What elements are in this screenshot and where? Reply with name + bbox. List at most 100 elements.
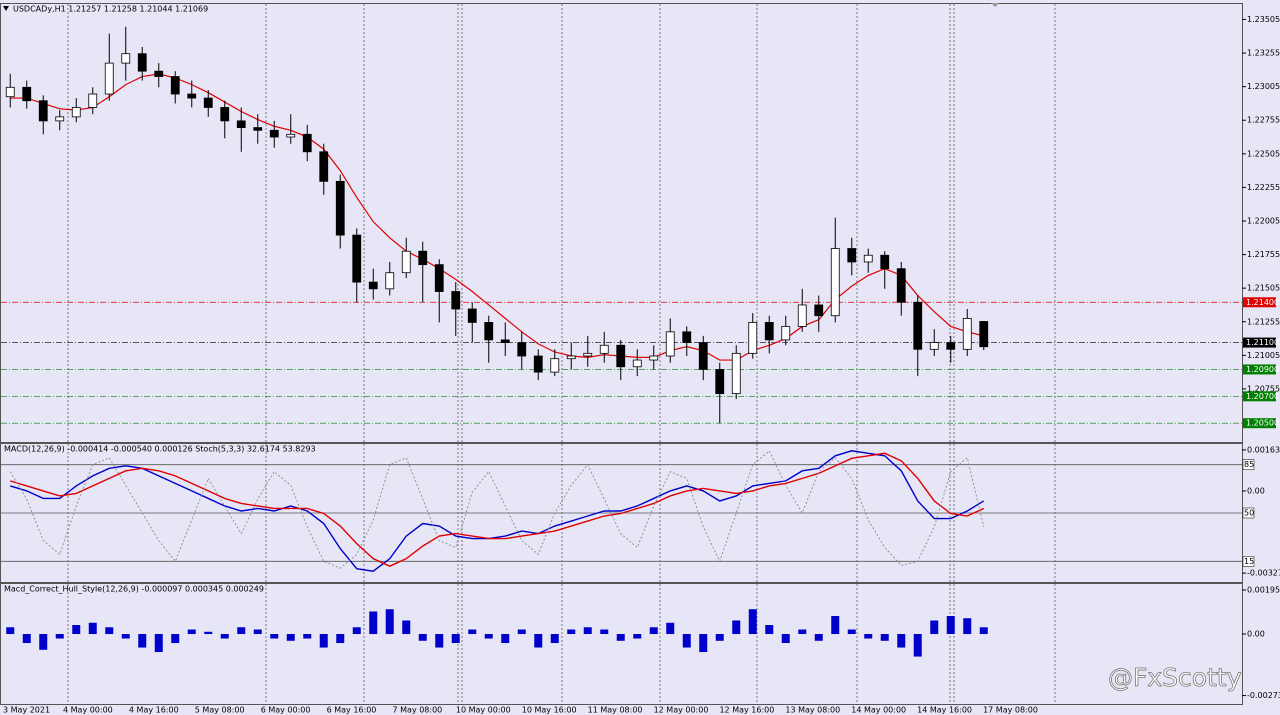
y2-tick-label: 50 — [1244, 509, 1254, 518]
histogram-bar — [880, 634, 889, 641]
candle-body — [962, 317, 972, 350]
candle-body — [368, 281, 378, 290]
histogram-bar — [798, 629, 807, 635]
y2-tick-label: 15 — [1244, 557, 1254, 566]
histogram-bar — [600, 629, 609, 635]
candle-body — [929, 342, 939, 350]
panel-title: Macd_Correct_Hull_Style(12,26,9) -0.0000… — [4, 585, 264, 594]
histogram-bar — [204, 631, 213, 635]
candle-body — [682, 331, 692, 343]
histogram-bar — [963, 618, 972, 635]
candle-body — [517, 342, 527, 357]
histogram-bar — [319, 634, 328, 648]
candle-body — [236, 120, 246, 129]
histogram-bar — [550, 634, 559, 644]
indicator-line — [10, 450, 985, 572]
hull-panel — [0, 583, 1243, 705]
time-label: 7 May 08:00 — [393, 706, 443, 715]
candle-body — [385, 272, 395, 290]
histogram-bar — [385, 609, 394, 635]
time-label: 12 May 16:00 — [719, 706, 774, 715]
histogram-bar — [765, 625, 774, 635]
candle-body — [715, 369, 725, 395]
candle-body — [863, 254, 873, 263]
y2-tick-label: 85 — [1244, 460, 1254, 469]
histogram-bar — [72, 625, 81, 635]
candle-body — [220, 107, 230, 122]
candle-body — [781, 326, 791, 341]
histogram-bar — [336, 634, 345, 644]
histogram-bar — [303, 634, 312, 639]
y-tick-label: 1.22005 — [1247, 216, 1280, 225]
candle-body — [599, 344, 609, 354]
candle-body — [335, 180, 345, 236]
candle-body — [187, 93, 197, 99]
y-tick-label: 0.00 — [1247, 630, 1265, 639]
y-tick-label: 1.22255 — [1247, 183, 1280, 192]
histogram-bar — [451, 634, 460, 644]
time-label: 14 May 16:00 — [917, 706, 972, 715]
histogram-bar — [105, 627, 114, 635]
candle-body — [550, 358, 560, 373]
histogram-bar — [484, 634, 493, 639]
histogram-bar — [468, 629, 477, 635]
candle-body — [632, 359, 642, 368]
histogram-bar — [732, 620, 741, 635]
y-tick-label: 1.21505 — [1247, 284, 1280, 293]
time-label: 4 May 00:00 — [63, 706, 113, 715]
histogram-bar — [220, 634, 229, 639]
candle-body — [533, 355, 543, 373]
price-label-box — [1243, 364, 1276, 375]
candle-body — [979, 321, 989, 348]
histogram-bar — [39, 634, 48, 650]
y-tick-label: 1.23255 — [1247, 49, 1280, 58]
menu-arrow — [3, 6, 9, 11]
candle-body — [352, 234, 362, 283]
histogram-bar — [501, 634, 510, 644]
candle-body — [698, 342, 708, 370]
histogram-bar — [369, 611, 378, 635]
main-panel — [0, 3, 1243, 443]
candle-body — [170, 76, 180, 95]
price-label: 1.20900 — [1246, 365, 1279, 374]
watermark: @FxScotty — [1108, 663, 1242, 692]
time-label: 5 May 08:00 — [195, 706, 245, 715]
histogram-bar — [814, 634, 823, 641]
histogram-bar — [138, 634, 147, 648]
histogram-bar — [55, 634, 64, 639]
histogram-bar — [435, 634, 444, 648]
y-tick-label: -0.002731 — [1247, 691, 1280, 700]
y-tick-label: 0.00 — [1247, 486, 1265, 495]
candle-body — [253, 127, 263, 131]
candle-body — [665, 331, 675, 357]
candle-body — [286, 133, 296, 138]
time-label: 6 May 16:00 — [327, 706, 377, 715]
histogram-bar — [616, 634, 625, 641]
candle-body — [104, 62, 114, 95]
candle-body — [467, 308, 477, 323]
time-label: 10 May 00:00 — [456, 706, 511, 715]
candle-body — [71, 107, 81, 118]
candle-body — [319, 151, 329, 182]
price-label: 1.21100 — [1246, 338, 1279, 347]
candle-body — [616, 344, 626, 368]
candle-body — [484, 322, 494, 341]
level-box — [1242, 459, 1255, 470]
candle-body — [880, 254, 890, 270]
histogram-bar — [748, 609, 757, 635]
price-label-box — [1243, 391, 1276, 402]
macd-panel — [0, 443, 1243, 583]
candle-body — [913, 301, 923, 350]
candle-body — [566, 355, 576, 360]
histogram-bar — [237, 627, 246, 635]
histogram-bar — [831, 615, 840, 635]
panel-title: MACD(12,26,9) -0.000414 -0.000540 0.0001… — [4, 445, 316, 454]
level-box — [1242, 507, 1255, 519]
time-label: 10 May 16:00 — [522, 706, 577, 715]
price-label-box — [1243, 337, 1276, 348]
histogram-bar — [418, 634, 427, 641]
y-tick-label: 1.23005 — [1247, 82, 1280, 91]
time-label: 13 May 08:00 — [785, 706, 840, 715]
